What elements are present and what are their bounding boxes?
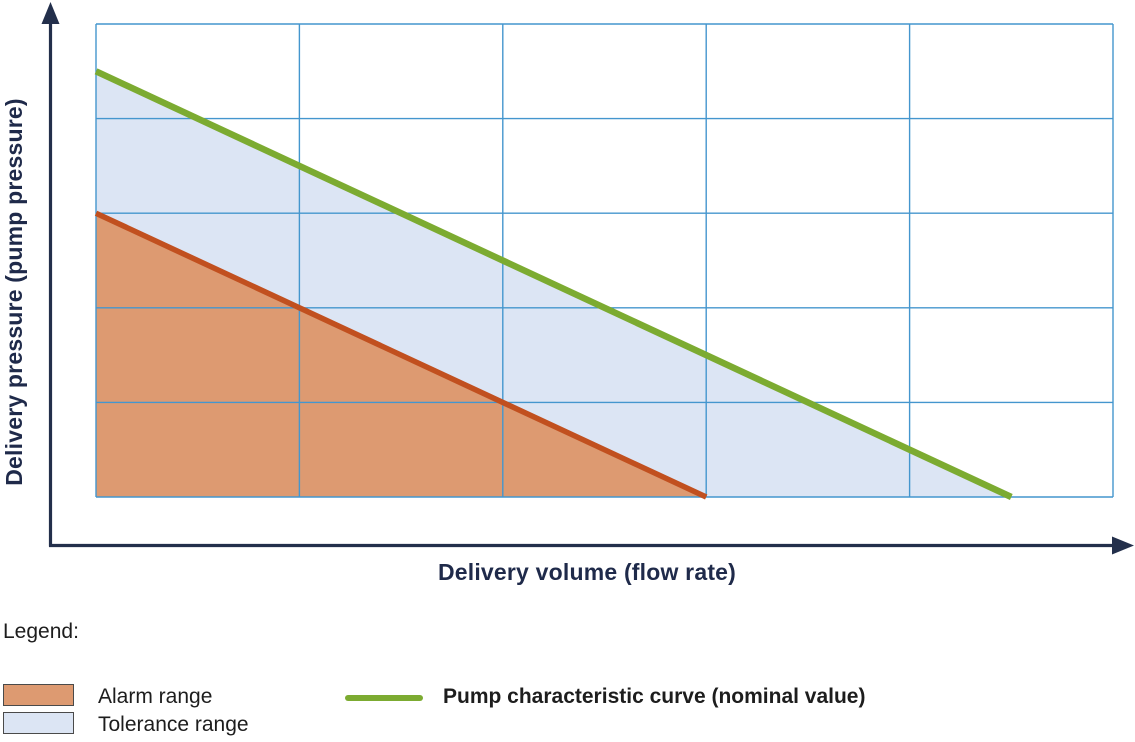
tolerance-range-label: Tolerance range — [98, 713, 249, 736]
alarm-range-label: Alarm range — [98, 685, 213, 708]
alarm-range-swatch — [3, 684, 74, 706]
y-axis-label: Delivery pressure (pump pressure) — [1, 98, 27, 486]
pump-curve-line-swatch — [345, 695, 423, 701]
curve-alarm-range-boundary — [94, 210, 708, 500]
legend-title: Legend: — [3, 620, 79, 643]
x-axis-label: Delivery volume (flow rate) — [438, 559, 736, 585]
tolerance-range-swatch — [3, 712, 74, 734]
y-axis-arrow-icon — [41, 2, 60, 24]
grid-lines — [95, 23, 1114, 498]
pump-characteristic-chart: Delivery volume (flow rate) Delivery pre… — [1, 2, 1134, 585]
pump-curve-label: Pump characteristic curve (nominal value… — [443, 685, 866, 708]
curves — [94, 68, 1013, 500]
curve-pump-characteristic-curve-nominal-value- — [94, 68, 1013, 500]
x-axis-arrow-icon — [1112, 536, 1134, 555]
